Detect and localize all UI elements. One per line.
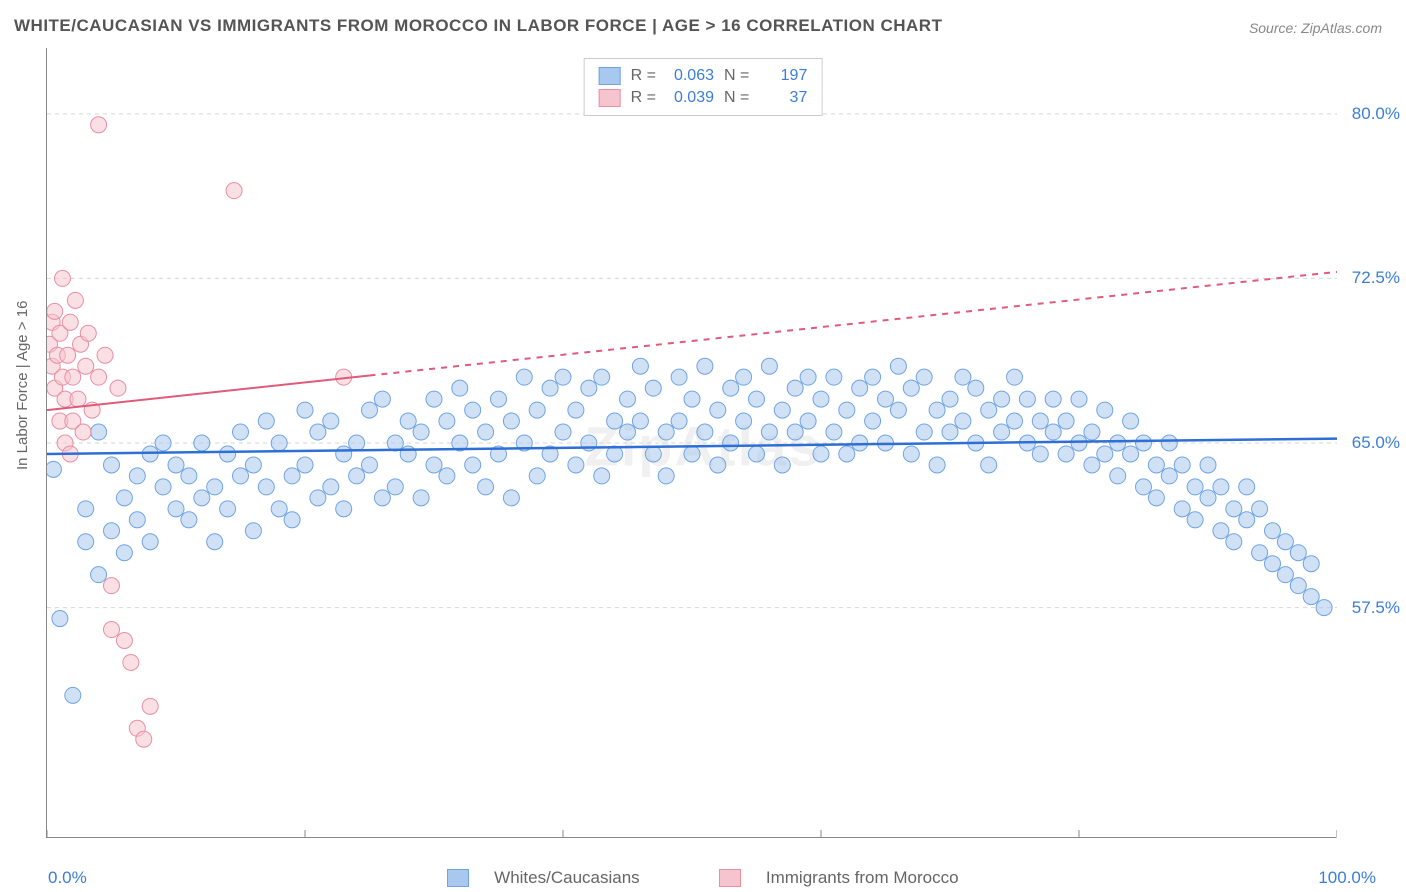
y-tick-label: 72.5% bbox=[1352, 268, 1400, 288]
legend-row-morocco: R = 0.039 N = 37 bbox=[599, 87, 808, 109]
swatch-morocco bbox=[719, 869, 741, 887]
y-tick-label: 65.0% bbox=[1352, 433, 1400, 453]
y-axis-label: In Labor Force | Age > 16 bbox=[14, 301, 31, 470]
plot-area bbox=[46, 48, 1336, 838]
y-tick-label: 57.5% bbox=[1352, 598, 1400, 618]
chart-title: WHITE/CAUCASIAN VS IMMIGRANTS FROM MOROC… bbox=[14, 16, 942, 36]
swatch-whites bbox=[447, 869, 469, 887]
y-tick-label: 80.0% bbox=[1352, 104, 1400, 124]
chart-svg bbox=[47, 48, 1337, 838]
legend-series: Whites/Caucasians Immigrants from Morocc… bbox=[0, 867, 1406, 888]
series-label-morocco: Immigrants from Morocco bbox=[766, 868, 959, 887]
swatch-morocco bbox=[599, 89, 621, 107]
r-label: R = bbox=[631, 67, 656, 85]
r-label: R = bbox=[631, 89, 656, 107]
r-value: 0.063 bbox=[666, 67, 714, 85]
r-value: 0.039 bbox=[666, 89, 714, 107]
source-label: Source: ZipAtlas.com bbox=[1249, 20, 1382, 36]
n-value: 197 bbox=[759, 67, 807, 85]
n-label: N = bbox=[724, 89, 749, 107]
series-label-whites: Whites/Caucasians bbox=[494, 868, 640, 887]
legend-correlation: R = 0.063 N = 197 R = 0.039 N = 37 bbox=[584, 58, 823, 116]
n-label: N = bbox=[724, 67, 749, 85]
n-value: 37 bbox=[759, 89, 807, 107]
legend-row-whites: R = 0.063 N = 197 bbox=[599, 65, 808, 87]
swatch-whites bbox=[599, 67, 621, 85]
